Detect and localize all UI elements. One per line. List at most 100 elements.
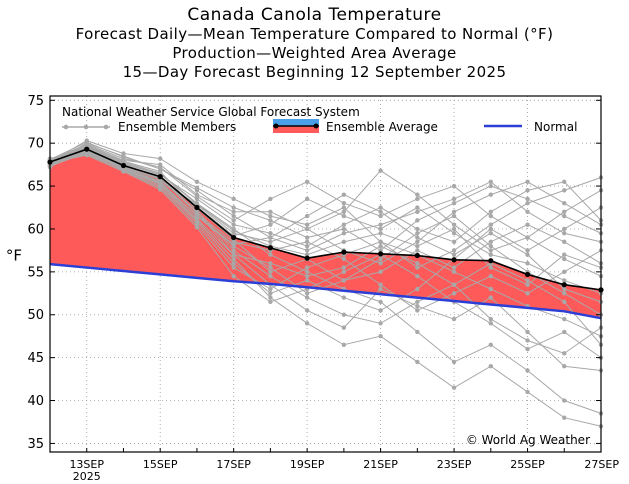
average-point — [451, 257, 457, 263]
member-point — [488, 231, 493, 236]
member-point — [378, 286, 383, 292]
plot-frame — [49, 95, 602, 453]
member-point — [415, 235, 420, 240]
member-point — [562, 351, 567, 356]
member-point — [451, 385, 457, 390]
member-point — [304, 196, 310, 202]
member-point — [378, 226, 383, 232]
member-point — [231, 273, 236, 279]
member-point — [341, 213, 347, 219]
member-point — [525, 346, 530, 352]
member-point — [231, 205, 236, 210]
member-point — [525, 338, 530, 343]
member-point — [562, 239, 567, 245]
member-point — [341, 312, 347, 317]
member-point — [562, 299, 567, 305]
member-point — [268, 291, 273, 296]
member-point — [378, 321, 383, 326]
member-point — [268, 209, 273, 215]
legend: National Weather Service Global Forecast… — [62, 105, 577, 134]
member-point — [488, 239, 493, 245]
member-point — [415, 308, 420, 313]
member-line — [49, 146, 602, 286]
member-point — [488, 179, 493, 184]
member-point — [268, 273, 273, 279]
member-line — [49, 141, 602, 252]
legend-average-red-swatch — [273, 126, 319, 133]
member-point — [304, 273, 310, 279]
member-point — [525, 278, 530, 283]
member-point — [194, 219, 200, 225]
member-point — [341, 231, 347, 236]
member-point — [341, 205, 347, 210]
member-point — [378, 299, 383, 305]
y-tick-label: 60 — [27, 222, 44, 237]
member-point — [378, 269, 383, 275]
member-point — [488, 226, 493, 232]
x-tick-label: 23SEP — [437, 458, 472, 471]
member-point — [562, 398, 567, 403]
legend-members-dot — [83, 124, 89, 130]
member-point — [378, 282, 383, 287]
member-point — [562, 226, 567, 232]
member-point — [84, 152, 89, 158]
member-point — [488, 252, 493, 257]
member-point — [525, 196, 530, 202]
y-tick-label: 55 — [27, 265, 44, 280]
ensemble-member-17 — [47, 145, 604, 287]
member-point — [525, 291, 530, 296]
member-point — [415, 248, 420, 253]
member-point — [488, 321, 493, 326]
member-point — [378, 213, 383, 219]
y-axis-label: °F — [6, 247, 22, 265]
member-point — [415, 329, 420, 335]
member-point — [562, 364, 567, 369]
member-point — [378, 308, 383, 313]
member-point — [451, 209, 457, 215]
member-point — [341, 278, 347, 283]
member-point — [562, 256, 567, 262]
member-point — [562, 201, 567, 206]
member-point — [562, 209, 567, 215]
member-point — [525, 368, 530, 373]
member-point — [341, 295, 347, 300]
member-point — [268, 286, 273, 292]
legend-average-label: Ensemble Average — [326, 120, 438, 134]
member-point — [451, 222, 457, 227]
member-point — [268, 213, 273, 219]
member-point — [525, 261, 530, 266]
legend-members-dot — [63, 124, 69, 130]
member-point — [268, 299, 273, 305]
member-point — [194, 213, 200, 218]
member-point — [525, 252, 530, 257]
member-line — [49, 140, 602, 269]
legend-entry-normal: Normal — [484, 120, 577, 134]
member-point — [84, 140, 89, 145]
member-point — [415, 192, 420, 197]
member-point — [378, 333, 383, 339]
member-point — [415, 286, 420, 292]
member-point — [231, 196, 236, 202]
member-point — [525, 179, 530, 184]
member-point — [488, 213, 493, 219]
member-point — [268, 231, 273, 236]
ensemble-member-11 — [47, 148, 604, 313]
y-tick-label: 70 — [27, 137, 44, 152]
chart-subtitle-2: Production—Weighted Area Average — [172, 44, 457, 62]
legend-average-dot — [273, 123, 279, 129]
member-point — [378, 168, 383, 173]
member-point — [488, 243, 493, 249]
member-point — [341, 226, 347, 232]
member-point — [341, 265, 347, 270]
member-point — [415, 196, 420, 202]
member-point — [304, 213, 310, 219]
average-point — [378, 251, 384, 257]
normal-series — [49, 262, 602, 320]
x-tick-sublabel: 2025 — [73, 470, 101, 483]
ensemble-member-19 — [47, 140, 604, 253]
average-point — [194, 204, 200, 211]
member-point — [268, 218, 273, 223]
member-point — [488, 295, 493, 300]
member-point — [158, 156, 163, 161]
